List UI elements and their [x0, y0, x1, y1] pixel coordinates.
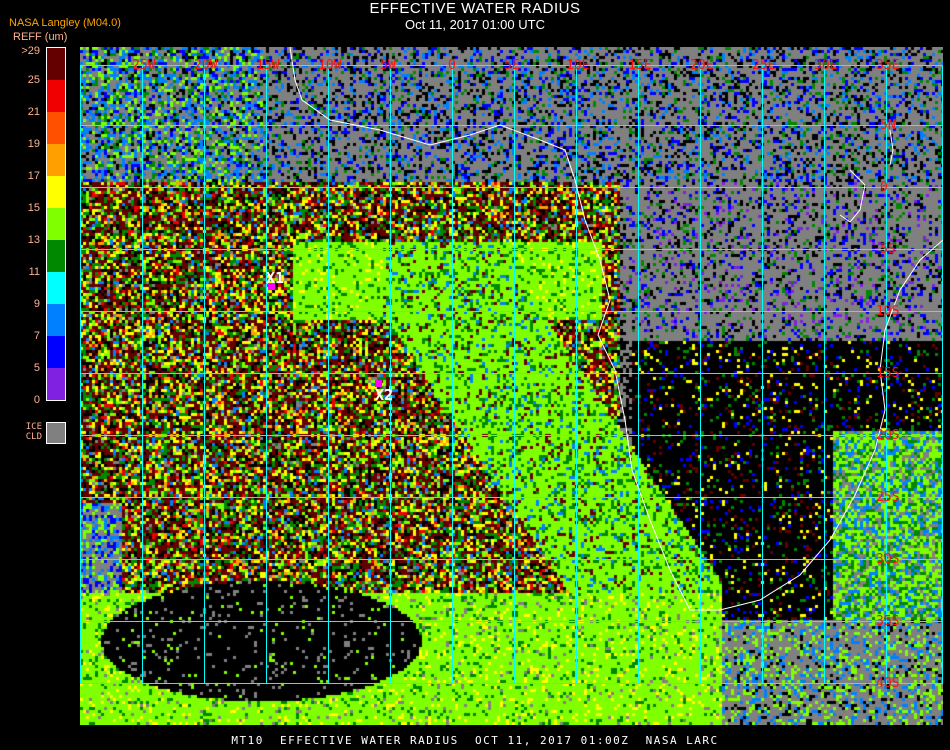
latitude-label: 10S — [876, 304, 900, 319]
latitude-label: 0 — [880, 180, 888, 195]
latitude-label: 25S — [876, 490, 900, 505]
longitude-label: 20E — [690, 58, 714, 73]
grid-border — [80, 65, 943, 684]
colorbar-tick-label: 21 — [27, 106, 40, 118]
colorbar-segment — [47, 48, 65, 80]
longitude-label: 5W — [380, 58, 396, 73]
latitude-label: 35S — [876, 614, 900, 629]
colorbar-tick-label: 19 — [27, 138, 40, 150]
colorbar-tick-label: 7 — [33, 330, 40, 342]
latitude-label: 5S — [880, 242, 896, 257]
latitude-label: 5N — [880, 118, 896, 133]
latitude-label: 30S — [876, 552, 900, 567]
map-subtitle: Oct 11, 2017 01:00 UTC — [405, 17, 545, 32]
latitude-label: 15S — [876, 366, 900, 381]
marker-label-x1: X1 — [266, 269, 285, 287]
cld-label: CLD — [25, 432, 42, 442]
longitude-label: 15W — [256, 58, 280, 73]
longitude-label: 20W — [194, 58, 218, 73]
satellite-map — [80, 47, 943, 725]
marker-point-x2[interactable] — [375, 380, 382, 387]
organization-label: NASA Langley (M04.0) — [9, 17, 121, 29]
colorbar-segment — [47, 144, 65, 176]
longitude-label: 15E — [628, 58, 652, 73]
marker-label-x2: X2 — [375, 386, 394, 404]
map-title: EFFECTIVE WATER RADIUS — [369, 0, 581, 17]
marker-point-x1[interactable] — [268, 283, 275, 290]
colorbar-segment — [47, 80, 65, 112]
colorbar-segment — [47, 112, 65, 144]
colorbar-tick-label: 5 — [33, 362, 40, 374]
longitude-label: 25E — [752, 58, 776, 73]
ice-cloud-swatch — [46, 422, 66, 444]
latitude-label: 40S — [876, 676, 900, 691]
footer-caption: MT10 EFFECTIVE WATER RADIUS OCT 11, 2017… — [231, 734, 719, 747]
colorbar-segment — [47, 176, 65, 208]
colorbar-segment — [47, 368, 65, 400]
colorbar — [46, 47, 66, 401]
longitude-label: 25W — [132, 58, 156, 73]
colorbar-tick-label: 15 — [27, 202, 40, 214]
colorbar-tick-label: 9 — [33, 298, 40, 310]
colorbar-tick-label: 17 — [27, 170, 40, 182]
longitude-label: 35E — [876, 58, 900, 73]
colorbar-title: REFF (um) — [13, 31, 68, 43]
colorbar-tick-label: >29 — [21, 45, 40, 57]
ice-cloud-label: ICE CLD — [20, 422, 42, 442]
colorbar-tick-label: 0 — [33, 394, 40, 406]
colorbar-tick-label: 11 — [28, 266, 40, 278]
longitude-label: 30E — [814, 58, 838, 73]
colorbar-segment — [47, 336, 65, 368]
longitude-label: 0 — [448, 58, 456, 73]
coastline — [889, 129, 894, 166]
colorbar-tick-label: 25 — [27, 74, 40, 86]
longitude-label: 10E — [566, 58, 590, 73]
longitude-label: 5E — [504, 58, 520, 73]
colorbar-segment — [47, 304, 65, 336]
coastline — [289, 46, 944, 611]
longitude-label: 10W — [318, 58, 342, 73]
latitude-label: 20S — [876, 428, 900, 443]
colorbar-segment — [47, 208, 65, 240]
ice-label: ICE — [25, 422, 42, 432]
colorbar-segment — [47, 272, 65, 304]
colorbar-tick-label: 13 — [27, 234, 40, 246]
colorbar-segment — [47, 240, 65, 272]
lake-outline — [839, 169, 866, 223]
